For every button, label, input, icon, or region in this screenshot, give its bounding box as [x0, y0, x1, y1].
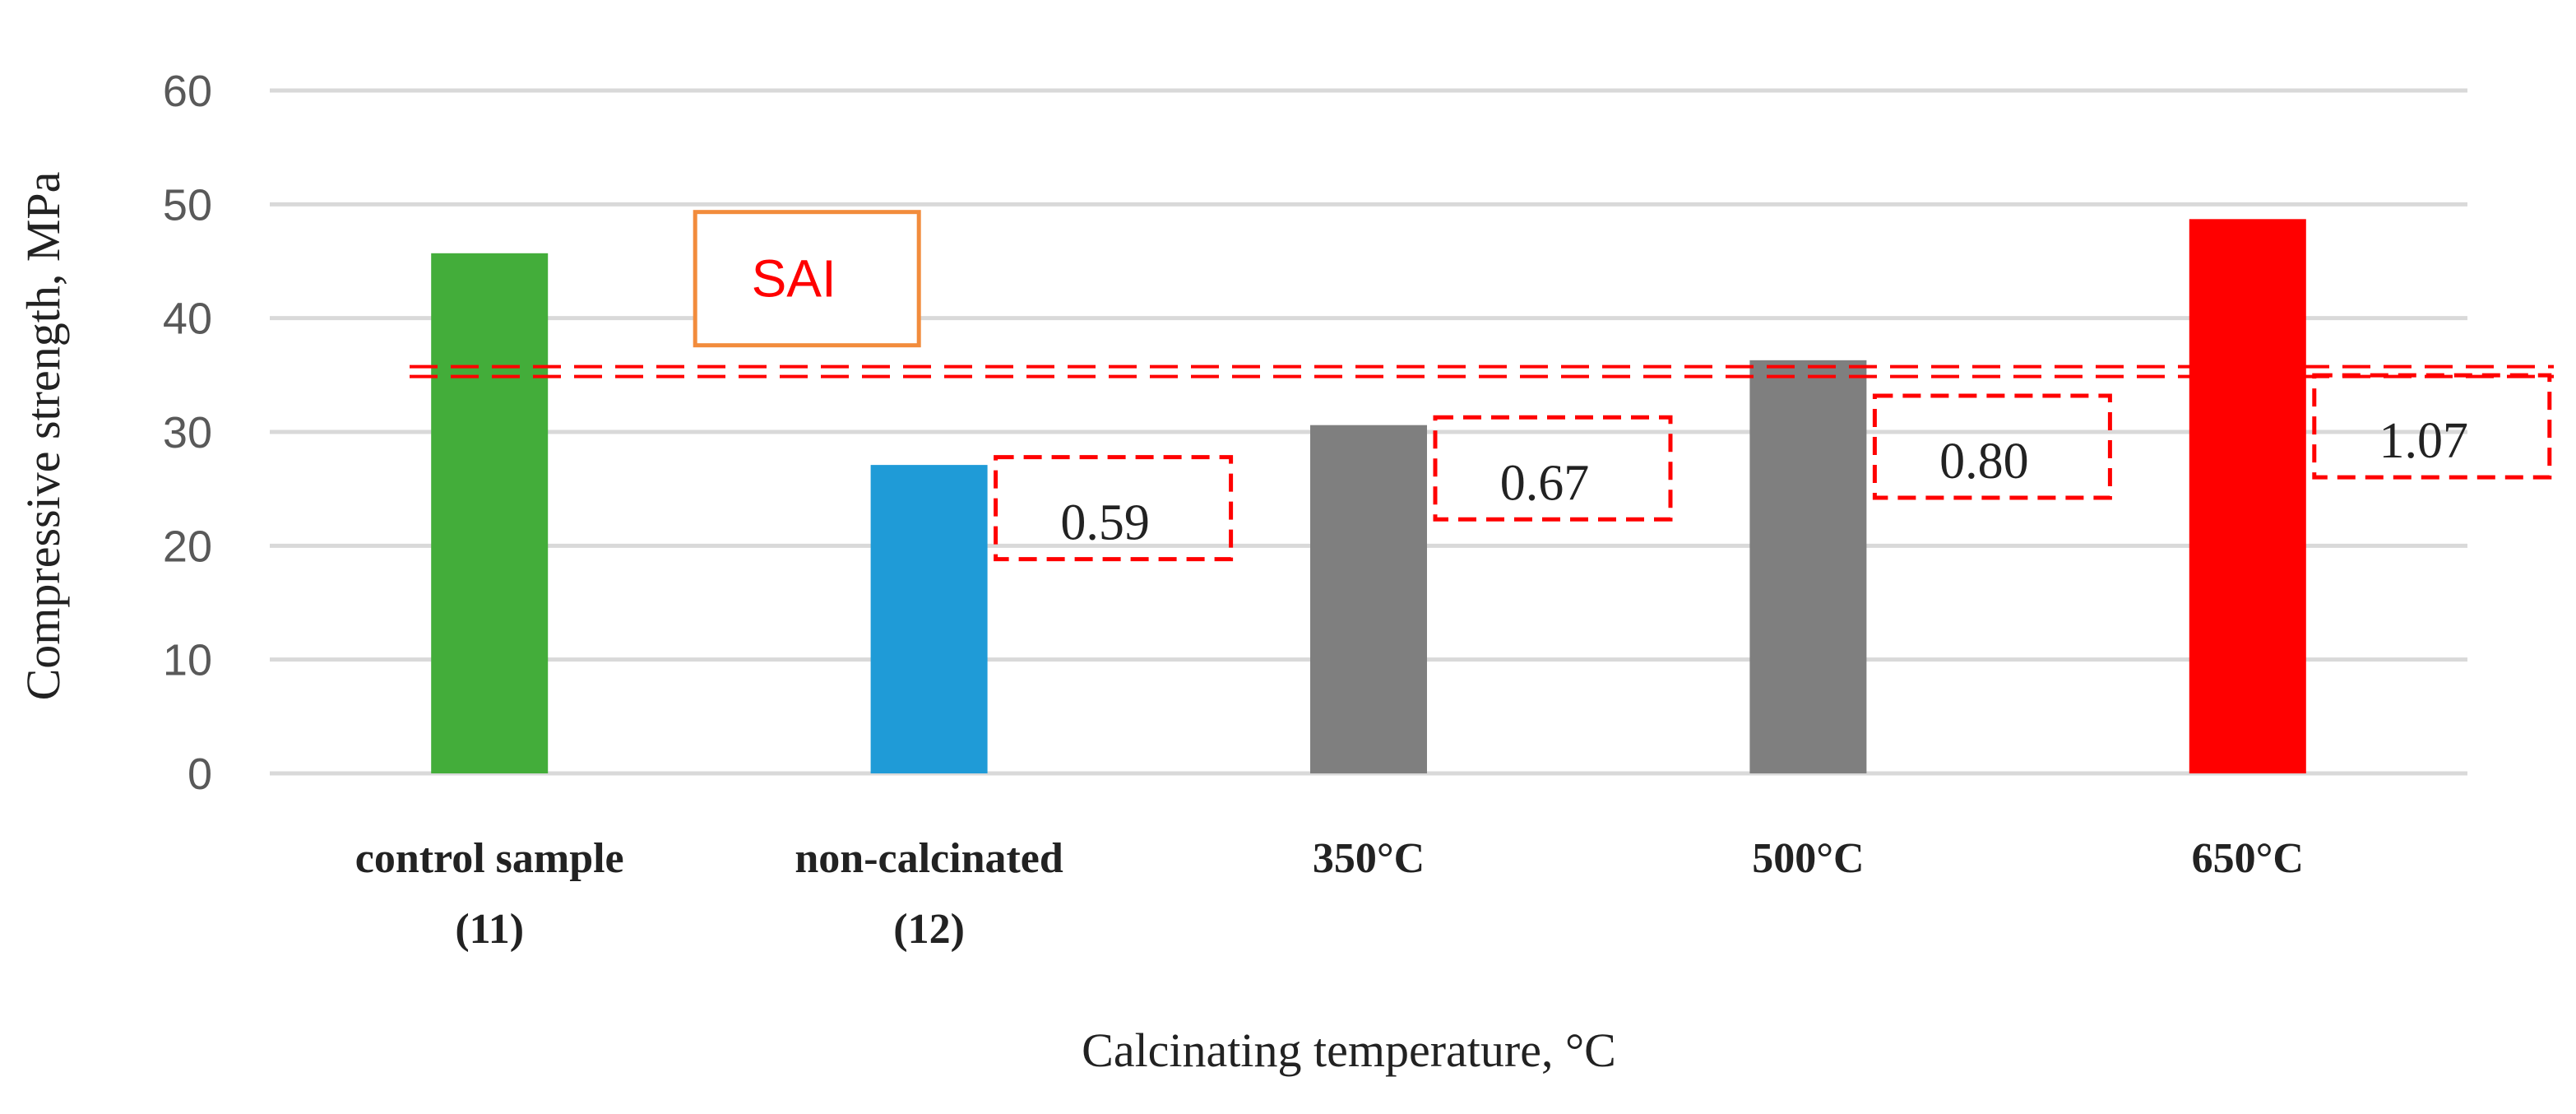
- x-tick-label: (12): [893, 906, 965, 953]
- ratio-box: [2312, 373, 2552, 480]
- ratio-label: 0.67: [1500, 455, 1590, 511]
- y-axis-ticks: 0 10 20 30 40 50 60: [163, 67, 212, 799]
- y-tick-label: 40: [163, 295, 212, 344]
- y-axis-label: Compressive strength, MPa: [16, 172, 70, 701]
- x-tick-label: 650°C: [2192, 835, 2304, 882]
- x-tick-label: 350°C: [1313, 835, 1425, 882]
- y-tick-label: 60: [163, 67, 212, 116]
- ratio-label: 0.59: [1060, 495, 1150, 551]
- ratio-box: [1872, 393, 2112, 500]
- sai-box: [693, 210, 921, 348]
- x-tick-label: non-calcinated: [795, 835, 1063, 882]
- bar: [1749, 360, 1867, 773]
- sai-label: SAI: [752, 249, 836, 309]
- sai-threshold: SAI: [410, 210, 2554, 378]
- bar: [2189, 219, 2306, 774]
- x-tick-label: 500°C: [1752, 835, 1864, 882]
- ratio-labels: 0.59 0.67 0.80 1.07: [994, 373, 2552, 562]
- ratio-label: 1.07: [2379, 413, 2469, 469]
- bars: [431, 219, 2306, 774]
- ratio-label: 0.80: [1939, 434, 2029, 490]
- x-axis-label: Calcinating temperature, °C: [1082, 1023, 1616, 1077]
- y-tick-label: 50: [163, 180, 212, 230]
- ratio-box: [1433, 415, 1673, 522]
- bar: [431, 253, 549, 774]
- y-tick-label: 0: [188, 750, 212, 799]
- y-tick-label: 30: [163, 408, 212, 457]
- x-axis-ticks: control sample (11) non-calcinated (12) 350°…: [355, 835, 2304, 953]
- bar: [1310, 425, 1427, 773]
- y-tick-label: 10: [163, 636, 212, 685]
- bar: [870, 465, 988, 773]
- x-tick-label: (11): [455, 906, 524, 953]
- y-tick-label: 20: [163, 522, 212, 571]
- x-tick-label: control sample: [355, 835, 624, 882]
- ratio-box: [994, 455, 1234, 562]
